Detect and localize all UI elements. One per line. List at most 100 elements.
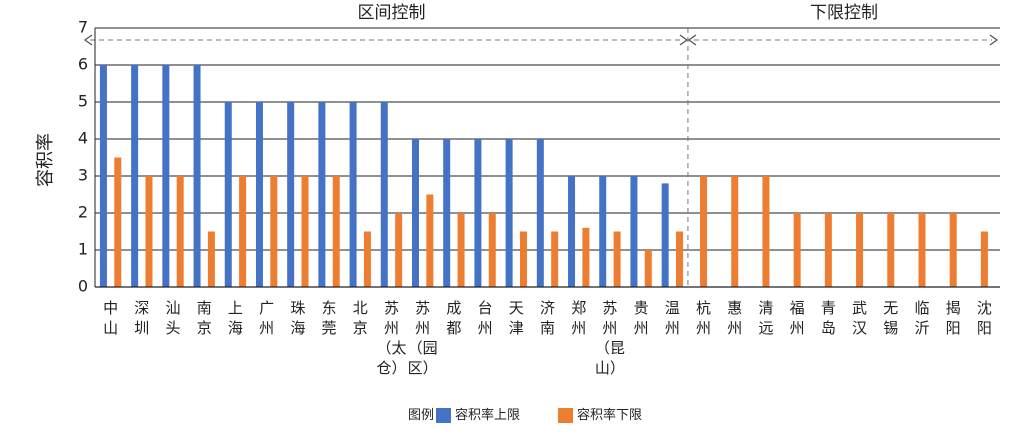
bar-lower-13 [519,231,527,287]
x-tick-label-line: 成 [446,299,461,317]
x-tick-label-28: 沈阳 [977,299,992,337]
x-tick-label-line: 清 [758,299,773,317]
x-tick-label-line: 武 [852,299,867,317]
x-tick-label-line: 州 [259,319,274,337]
x-tick-label-line: 岛 [821,319,836,337]
bar-lower-22 [793,213,801,287]
bar-lower-12 [488,213,496,287]
x-tick-label-line: 沈 [977,299,992,317]
legend: 图例 容积率上限 容积率下限 [408,407,642,423]
x-tick-label-line: 州 [602,319,617,337]
bar-lower-17 [644,250,652,287]
x-tick-label-line: 惠 [727,299,742,317]
x-tick-label-24: 武汉 [852,299,867,337]
x-tick-label-line: 头 [166,319,181,337]
bar-lower-6 [301,176,309,287]
bar-upper-6 [287,102,295,287]
x-tick-label-line: 津 [509,319,524,337]
x-tick-label-line: 州 [634,319,649,337]
x-tick-label-line: 北 [353,299,368,317]
x-tick-label-line: （昆 [595,339,625,357]
y-axis-label: 容积率 [35,133,56,187]
x-tick-label-line: 郑 [571,299,586,317]
x-tick-label-line: （园 [408,339,438,357]
x-tick-label-line: 山） [595,359,625,377]
x-tick-label-line: 州 [571,319,586,337]
x-tick-label-line: 上 [228,299,243,317]
bar-lower-7 [332,176,340,287]
bar-lower-18 [676,231,684,287]
x-tick-label-line: （太 [376,339,406,357]
x-tick-label-27: 揭阳 [946,299,961,337]
bar-lower-1 [145,176,153,287]
x-tick-label-3: 南京 [197,299,212,337]
legend-title: 图例 [408,408,434,423]
x-tick-label-line: 珠 [290,299,305,317]
x-tick-label-line: 区） [408,359,438,377]
bar-lower-19 [700,176,708,287]
x-tick-label-line: 海 [228,319,243,337]
x-tick-label-4: 上海 [228,299,243,337]
x-tick-label-7: 东莞 [322,299,337,337]
x-tick-label-line: 州 [478,319,493,337]
bar-lower-23 [824,213,832,287]
x-tick-label-line: 京 [353,319,368,337]
x-tick-label-26: 临沂 [914,299,929,337]
bar-lower-15 [582,227,590,287]
x-tick-label-0: 中山 [103,299,118,337]
axes: 0 1 2 3 4 5 6 7 [78,18,1000,296]
bar-upper-9 [380,102,388,287]
x-tick-label-6: 珠海 [290,299,305,337]
region-annotations: 区间控制 下限控制 [83,3,999,287]
x-tick-label-line: 州 [727,319,742,337]
bar-upper-5 [255,102,263,287]
x-tick-label-10: 苏州 （园区） [408,299,438,377]
x-tick-label-line: 杭 [696,299,711,317]
y-tick-label: 0 [78,277,88,296]
legend-swatch-upper [436,408,451,423]
x-tick-label-25: 无锡 [883,299,898,337]
bar-upper-11 [443,139,451,287]
y-tick-label: 3 [78,166,88,185]
x-tick-label-line: 苏 [602,299,617,317]
x-tick-label-line: 临 [914,299,929,317]
x-tick-label-11: 成都 [446,299,461,337]
bar-lower-4 [239,176,247,287]
x-tick-label-line: 京 [197,319,212,337]
x-tick-label-line: 广 [259,299,274,317]
region-label-lower: 下限控制 [810,3,878,23]
bar-lower-0 [114,157,122,287]
bar-lower-8 [363,231,371,287]
category-labels: 中山深圳汕头南京上海广州珠海东莞北京苏州（太仓）苏州（园区）成都台州天津济南郑州… [103,299,992,377]
x-tick-label-12: 台州 [478,299,493,337]
bar-lower-11 [457,213,465,287]
bar-lower-2 [176,176,184,287]
x-tick-label-14: 济南 [540,299,555,337]
x-tick-label-line: 南 [197,299,212,317]
x-tick-label-line: 无 [883,299,898,317]
x-tick-label-21: 清远 [758,299,773,337]
bar-lower-20 [731,176,739,287]
x-tick-label-23: 青岛 [821,299,836,337]
bar-upper-2 [162,65,170,287]
x-tick-label-line: 青 [821,299,836,317]
x-tick-label-line: 州 [384,319,399,337]
y-tick-label: 7 [78,18,88,37]
x-tick-label-8: 北京 [353,299,368,337]
bar-upper-18 [661,183,669,287]
x-tick-label-19: 杭州 [696,299,711,337]
x-tick-label-line: 天 [509,299,524,317]
x-tick-label-line: 山 [103,319,118,337]
x-tick-label-line: 汕 [166,299,181,317]
x-tick-label-line: 圳 [134,319,149,337]
x-tick-label-line: 贵 [634,299,649,317]
bar-lower-5 [270,176,278,287]
y-tick-label: 4 [78,129,88,148]
bar-upper-13 [505,139,513,287]
x-tick-label-18: 温州 [665,299,680,337]
x-tick-label-line: 福 [790,299,805,317]
bar-upper-1 [131,65,139,287]
region-range-lower-arrow-left [687,34,697,46]
y-tick-label: 1 [78,240,88,259]
bar-upper-16 [599,176,607,287]
